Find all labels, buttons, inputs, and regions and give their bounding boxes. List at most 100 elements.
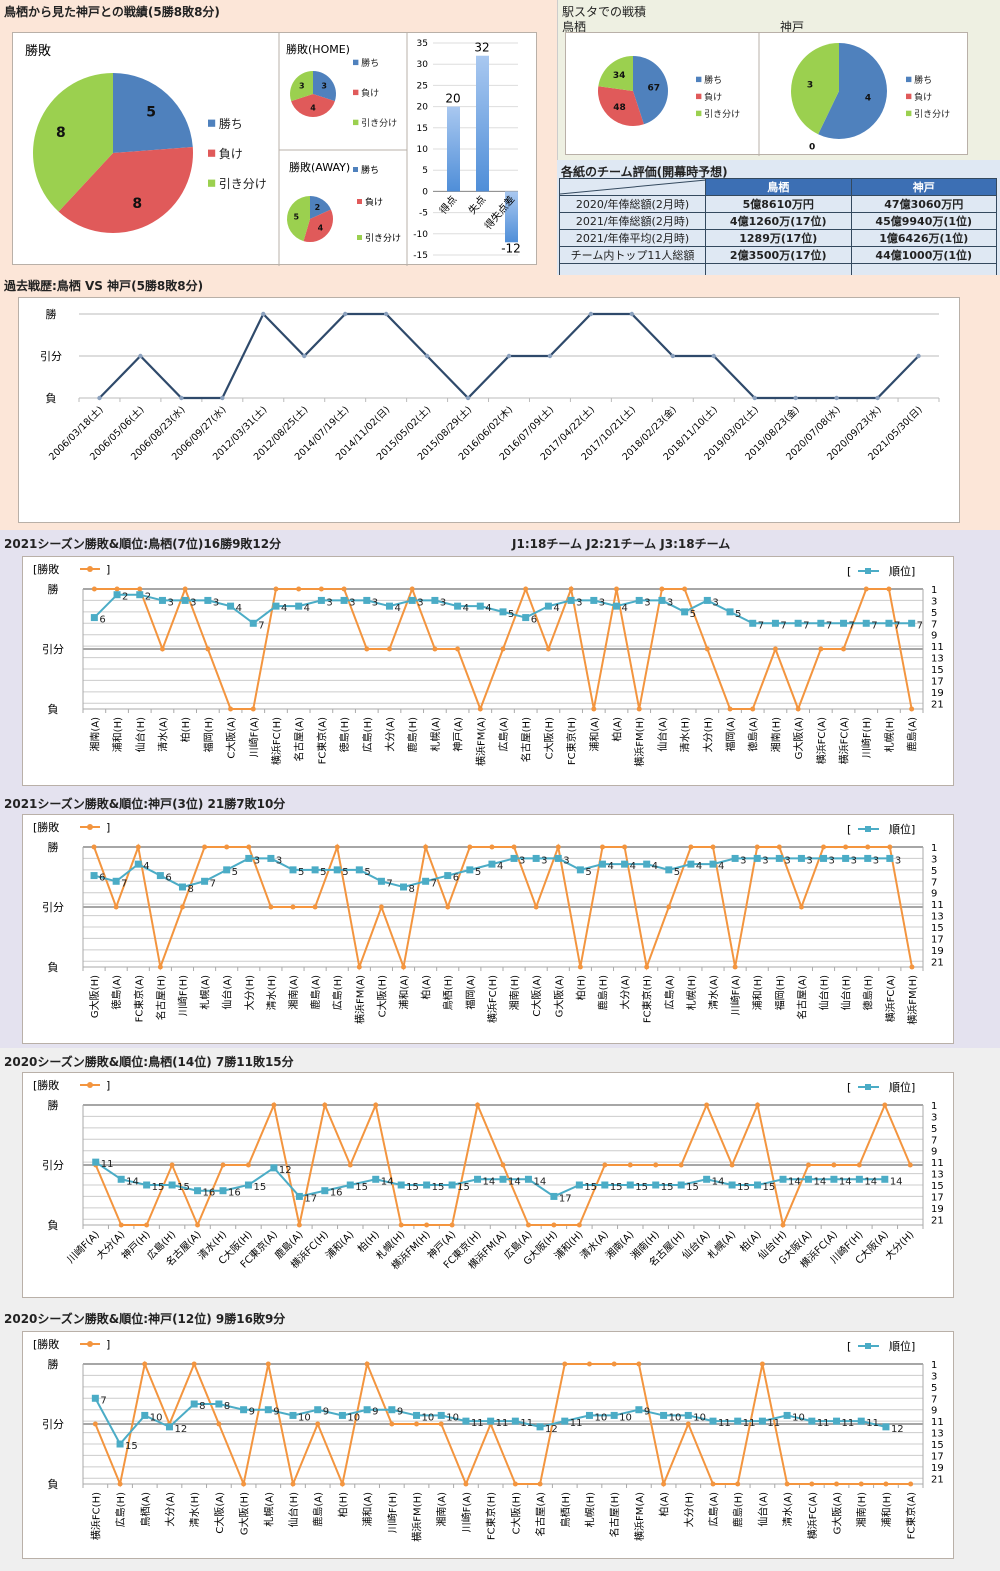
overall-pie-slice-draw bbox=[32, 73, 113, 212]
rank-point bbox=[817, 619, 825, 627]
result-point bbox=[432, 646, 438, 652]
result-point bbox=[562, 1361, 568, 1367]
rank-point bbox=[797, 854, 805, 862]
result-point bbox=[318, 586, 324, 592]
rank-value-label: 7 bbox=[826, 620, 832, 631]
rank-value-label: 11 bbox=[743, 1418, 756, 1429]
rank-value-label: 8 bbox=[409, 884, 415, 895]
evaluation-tosu-value: 2億3500万(17位) bbox=[705, 246, 852, 264]
rank-value-label: 4 bbox=[497, 861, 503, 872]
rank-value-label: 7 bbox=[210, 878, 216, 889]
result-point bbox=[401, 964, 407, 970]
result-point bbox=[424, 1222, 430, 1228]
rank-point bbox=[134, 860, 142, 868]
history-ytick-label: 負 bbox=[46, 392, 57, 405]
result-point bbox=[191, 1361, 197, 1367]
rank-value-label: 10 bbox=[150, 1412, 163, 1423]
rank-point bbox=[561, 1417, 569, 1425]
rank-legend-label: 順位] bbox=[889, 1080, 915, 1094]
rank-point bbox=[499, 1175, 507, 1183]
rank-point bbox=[754, 1181, 762, 1189]
season-opponent-label: 仙台(H) bbox=[840, 975, 853, 1010]
rank-value-label: 15 bbox=[125, 1441, 138, 1452]
rank-point bbox=[524, 1175, 532, 1183]
rank-value-label: 6 bbox=[99, 615, 105, 626]
rank-value-label: 5 bbox=[298, 867, 304, 878]
rank-point bbox=[728, 1181, 736, 1189]
history-point bbox=[752, 395, 757, 401]
rank-point bbox=[194, 1187, 202, 1195]
rank-point bbox=[621, 860, 629, 868]
league-info: J1:18チーム J2:21チーム J3:18チーム bbox=[512, 537, 731, 551]
season-opponent-label: 仙台(H) bbox=[287, 1492, 300, 1527]
station-chart-panel: 67 48 34 勝ち 負け 引き分け 4 0 3 勝ち 負け 引き分け bbox=[565, 32, 968, 156]
history-line-chart: 勝引分負2006/03/18(土)2006/05/06(土)2006/08/23… bbox=[40, 307, 940, 463]
rank-point bbox=[794, 619, 802, 627]
season-result-axis-label: 勝 bbox=[48, 1357, 59, 1371]
history-point bbox=[465, 395, 471, 401]
rank-point bbox=[658, 596, 666, 604]
bar-ytick-label: 30 bbox=[417, 60, 429, 70]
rank-point bbox=[882, 1423, 890, 1431]
rank-value-label: 16 bbox=[203, 1188, 216, 1199]
result-point bbox=[843, 844, 849, 850]
result-point bbox=[809, 1481, 815, 1487]
rank-point bbox=[585, 1411, 593, 1419]
season-title: 2021シーズン勝敗&順位:神戸(3位) 21勝7敗10分 bbox=[4, 797, 286, 811]
rank-point bbox=[550, 1192, 558, 1200]
result-point bbox=[841, 646, 847, 652]
history-point bbox=[383, 311, 389, 317]
history-point bbox=[179, 395, 184, 401]
rank-value-label: 11 bbox=[817, 1418, 830, 1429]
season-result-axis-label: 引分 bbox=[42, 1417, 64, 1431]
away-pie-slice-loss bbox=[303, 209, 334, 243]
season-opponent-label: G大阪(A) bbox=[792, 717, 805, 759]
result-point bbox=[622, 844, 628, 850]
result-point bbox=[908, 1481, 914, 1487]
rank-value-label: 4 bbox=[394, 603, 400, 614]
station-tosu-pie-legend-draw: 引き分け bbox=[704, 109, 740, 120]
rank-point bbox=[431, 596, 439, 604]
season-rank-tick-label: 17 bbox=[931, 1192, 944, 1203]
season-opponent-label: C大阪(A) bbox=[225, 717, 238, 759]
rank-value-label: 9 bbox=[249, 1407, 255, 1418]
rank-value-label: 2 bbox=[122, 592, 128, 603]
rank-value-label: 3 bbox=[326, 597, 332, 608]
season-opponent-label: C大阪(H) bbox=[542, 717, 555, 759]
result-point bbox=[356, 964, 362, 970]
result-point bbox=[195, 1222, 201, 1228]
rank-point bbox=[116, 1440, 124, 1448]
result-point bbox=[113, 904, 119, 910]
rank-point bbox=[223, 866, 231, 874]
rank-value-label: 14 bbox=[864, 1176, 877, 1187]
rank-value-label: 7 bbox=[803, 620, 809, 631]
result-point bbox=[220, 1162, 226, 1168]
rank-legend-marker bbox=[865, 826, 871, 832]
result-point bbox=[144, 1222, 150, 1228]
season-opponent-label: 清水(H) bbox=[265, 975, 278, 1010]
result-point bbox=[296, 586, 302, 592]
bar-value-label-1: 32 bbox=[474, 41, 489, 55]
rank-point bbox=[227, 602, 235, 610]
overall-pie-label-draw: 8 bbox=[56, 125, 66, 141]
rank-value-label: 15 bbox=[355, 1182, 368, 1193]
station-kobe-pie-label-win: 4 bbox=[865, 94, 871, 104]
rank-point bbox=[726, 608, 734, 616]
rank-point bbox=[363, 1406, 371, 1414]
season-rank-tick-label: 21 bbox=[931, 1215, 944, 1226]
rank-point bbox=[601, 1181, 609, 1189]
rank-value-label: 15 bbox=[253, 1182, 266, 1193]
rank-value-label: 5 bbox=[342, 867, 348, 878]
rank-point bbox=[487, 1417, 495, 1425]
station-kobe-pie-slice-win bbox=[818, 43, 887, 139]
season-rank-tick-label: 17 bbox=[931, 676, 944, 687]
result-point bbox=[644, 964, 650, 970]
rank-point bbox=[635, 596, 643, 604]
rank-point bbox=[249, 619, 257, 627]
result-legend-bracket: ] bbox=[106, 563, 110, 576]
rank-value-label: 4 bbox=[696, 861, 702, 872]
result-point bbox=[776, 844, 782, 850]
season-opponent-label: 横浜FM(A) bbox=[474, 717, 487, 766]
result-point bbox=[500, 646, 506, 652]
rank-point bbox=[753, 854, 761, 862]
